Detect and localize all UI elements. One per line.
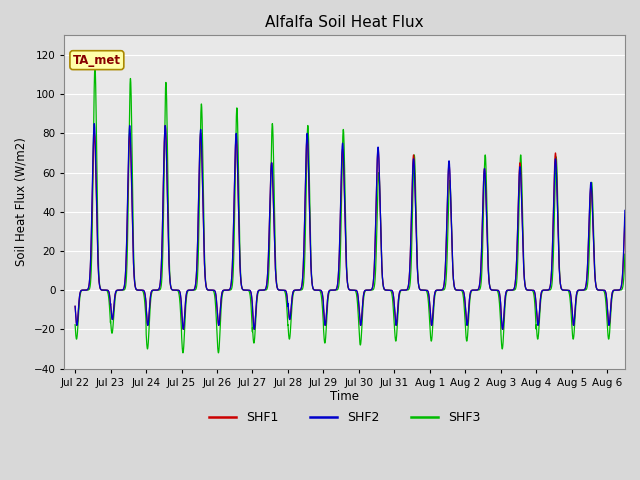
SHF2: [465, 298, 473, 304]
SHF2: [90, 121, 98, 127]
SHF3: [91, 64, 99, 70]
Title: Alfalfa Soil Heat Flux: Alfalfa Soil Heat Flux: [266, 15, 424, 30]
SHF2: [113, 288, 121, 293]
SHF2: [523, 287, 531, 293]
SHF3: [465, 304, 473, 310]
SHF3: [621, 251, 628, 257]
SHF2: [621, 207, 628, 213]
SHF3: [573, 291, 581, 297]
SHF3: [113, 288, 121, 294]
SHF1: [113, 288, 120, 293]
Line: SHF2: SHF2: [75, 124, 625, 329]
SHF1: [573, 289, 581, 295]
SHF3: [71, 322, 79, 328]
SHF1: [71, 303, 79, 309]
SHF1: [161, 123, 169, 129]
Text: TA_met: TA_met: [73, 54, 121, 67]
Y-axis label: Soil Heat Flux (W/m2): Soil Heat Flux (W/m2): [15, 137, 28, 266]
SHF1: [237, 277, 244, 283]
SHF3: [217, 311, 225, 316]
SHF2: [179, 326, 187, 332]
SHF1: [465, 298, 473, 304]
Line: SHF3: SHF3: [75, 67, 625, 353]
SHF1: [621, 215, 628, 220]
SHF2: [237, 276, 244, 282]
SHF2: [217, 300, 225, 305]
SHF1: [523, 287, 531, 293]
SHF1: [217, 300, 225, 305]
SHF3: [214, 350, 222, 356]
SHF3: [237, 274, 244, 280]
SHF1: [179, 326, 187, 332]
SHF2: [573, 289, 581, 295]
Line: SHF1: SHF1: [75, 126, 625, 329]
Legend: SHF1, SHF2, SHF3: SHF1, SHF2, SHF3: [204, 406, 486, 429]
X-axis label: Time: Time: [330, 390, 359, 403]
SHF2: [71, 303, 79, 309]
SHF3: [523, 287, 531, 293]
